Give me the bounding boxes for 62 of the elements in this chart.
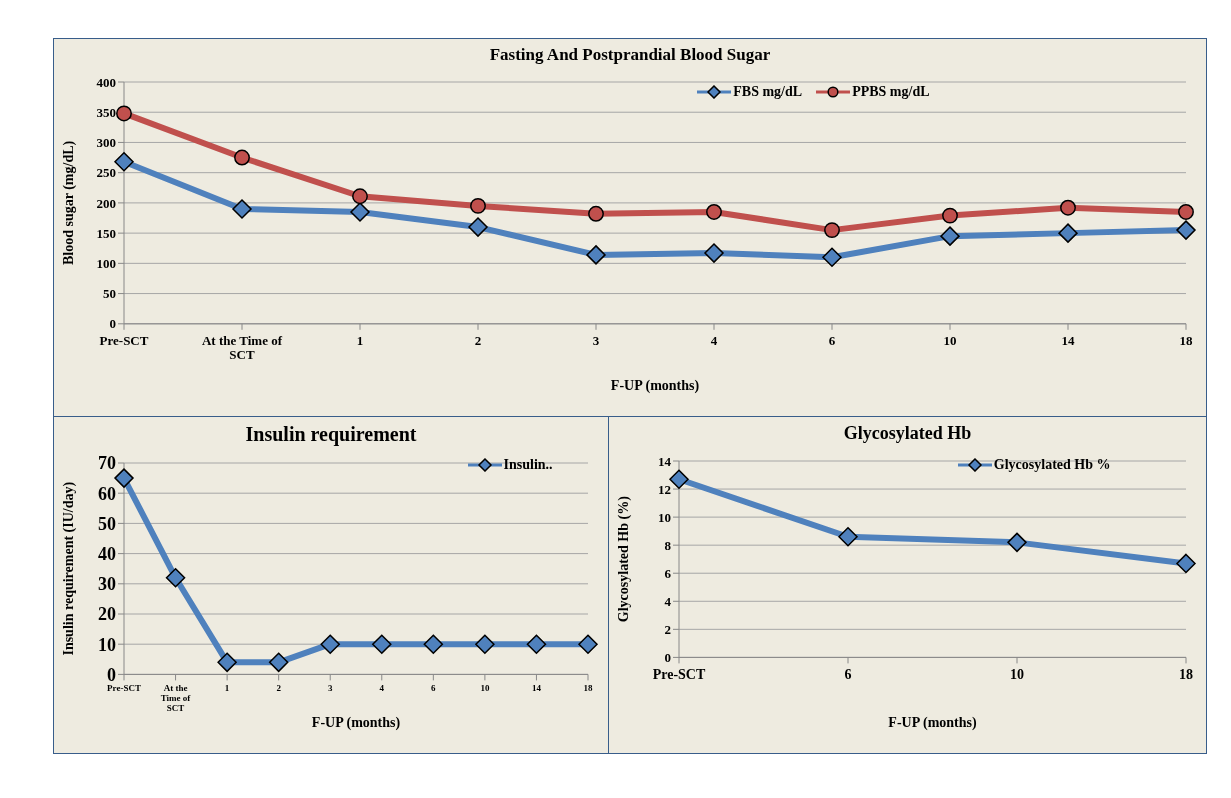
y-tick-label: 8 (664, 537, 672, 553)
y-tick-label: 10 (658, 509, 671, 525)
x-tick-label: 10 (1010, 667, 1024, 683)
y-tick-label: 14 (658, 453, 672, 469)
y-axis-title: Glycosylated Hb (%) (615, 495, 632, 623)
x-tick-label: 18 (1179, 667, 1193, 683)
y-tick-label: 300 (96, 135, 116, 151)
x-tick-label: At the Time of SCT (201, 332, 283, 363)
x-tick-label: 18 (583, 683, 593, 694)
x-tick-label: 6 (431, 683, 437, 694)
chart-title: Fasting And Postprandial Blood Sugar (488, 45, 772, 65)
legend-label: Glycosylated Hb % (993, 457, 1111, 474)
x-tick-label: 18 (1179, 332, 1193, 348)
x-tick-label: Pre-SCT (99, 332, 149, 348)
y-tick-label: 100 (96, 255, 116, 271)
x-axis-title: F-UP (months) (311, 715, 401, 731)
x-tick-label: 2 (474, 332, 482, 348)
x-axis-title: F-UP (months) (610, 378, 700, 394)
x-tick-label: 4 (710, 332, 718, 348)
y-tick-label: 70 (98, 453, 116, 474)
x-tick-label: 10 (943, 332, 957, 348)
y-tick-label: 400 (96, 74, 116, 90)
x-tick-label: Pre-SCT (107, 683, 141, 694)
y-tick-label: 250 (96, 165, 116, 181)
legend-label: Insulin.. (503, 457, 553, 474)
legend-label: FBS mg/dL (733, 84, 803, 101)
y-tick-label: 0 (107, 664, 116, 685)
x-tick-label: 14 (1061, 332, 1075, 348)
x-tick-label: 3 (327, 683, 333, 694)
x-axis-title: F-UP (months) (888, 715, 977, 731)
y-tick-label: 50 (98, 513, 116, 534)
x-tick-label: 4 (379, 683, 385, 694)
y-tick-label: 150 (96, 225, 116, 241)
y-tick-label: 350 (96, 104, 116, 120)
x-tick-label: 6 (844, 667, 852, 683)
x-tick-label: At the Time of SCT (160, 683, 192, 714)
y-axis-title: Blood sugar (mg/dL) (60, 140, 77, 266)
y-tick-label: 0 (664, 650, 671, 666)
y-axis-title: Insulin requirement (IU/day) (60, 481, 77, 656)
x-tick-label: 1 (356, 332, 364, 348)
x-tick-label: 14 (531, 683, 542, 694)
y-tick-label: 200 (96, 195, 116, 211)
y-tick-label: 0 (109, 316, 116, 332)
y-tick-label: 60 (98, 483, 116, 504)
x-tick-label: Pre-SCT (652, 667, 706, 683)
y-tick-label: 50 (103, 286, 116, 302)
x-tick-label: 3 (592, 332, 600, 348)
y-tick-label: 4 (664, 593, 672, 609)
y-tick-label: 10 (98, 634, 116, 655)
y-tick-label: 30 (98, 574, 116, 595)
y-tick-label: 2 (664, 621, 671, 637)
y-tick-label: 12 (658, 481, 671, 497)
x-tick-label: 6 (828, 332, 836, 348)
y-tick-label: 6 (664, 565, 672, 581)
x-tick-label: 2 (276, 683, 282, 694)
y-tick-label: 40 (98, 543, 116, 564)
chart-title: Glycosylated Hb (842, 423, 973, 444)
chart-title: Insulin requirement (244, 423, 418, 446)
legend-label: PPBS mg/dL (852, 84, 930, 101)
x-tick-label: 10 (480, 683, 490, 694)
x-tick-label: 1 (224, 683, 230, 694)
y-tick-label: 20 (98, 604, 116, 625)
